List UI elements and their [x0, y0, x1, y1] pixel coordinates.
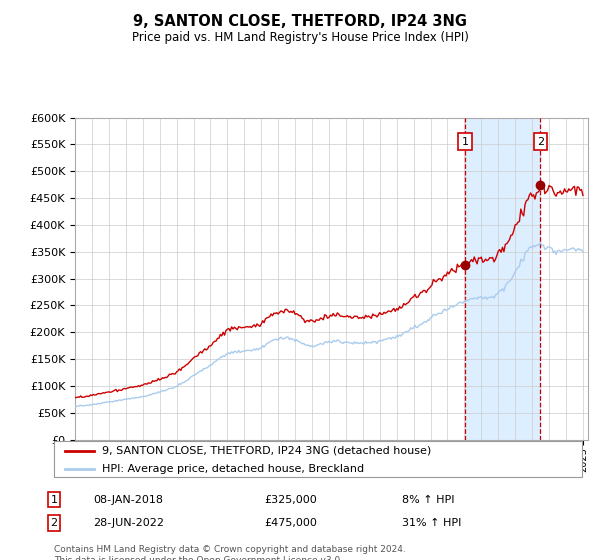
Text: 28-JUN-2022: 28-JUN-2022 — [93, 518, 164, 528]
Bar — [465, 118, 541, 440]
Text: 2: 2 — [537, 137, 544, 147]
Text: 8% ↑ HPI: 8% ↑ HPI — [402, 494, 455, 505]
Text: £475,000: £475,000 — [264, 518, 317, 528]
FancyBboxPatch shape — [54, 441, 582, 477]
Text: 08-JAN-2018: 08-JAN-2018 — [93, 494, 163, 505]
Text: 31% ↑ HPI: 31% ↑ HPI — [402, 518, 461, 528]
Text: £325,000: £325,000 — [264, 494, 317, 505]
Text: HPI: Average price, detached house, Breckland: HPI: Average price, detached house, Brec… — [101, 464, 364, 474]
Text: Price paid vs. HM Land Registry's House Price Index (HPI): Price paid vs. HM Land Registry's House … — [131, 31, 469, 44]
Text: 1: 1 — [461, 137, 469, 147]
Text: 2: 2 — [50, 518, 58, 528]
Text: 9, SANTON CLOSE, THETFORD, IP24 3NG (detached house): 9, SANTON CLOSE, THETFORD, IP24 3NG (det… — [101, 446, 431, 456]
Text: Contains HM Land Registry data © Crown copyright and database right 2024.
This d: Contains HM Land Registry data © Crown c… — [54, 545, 406, 560]
Text: 1: 1 — [50, 494, 58, 505]
Text: 9, SANTON CLOSE, THETFORD, IP24 3NG: 9, SANTON CLOSE, THETFORD, IP24 3NG — [133, 14, 467, 29]
